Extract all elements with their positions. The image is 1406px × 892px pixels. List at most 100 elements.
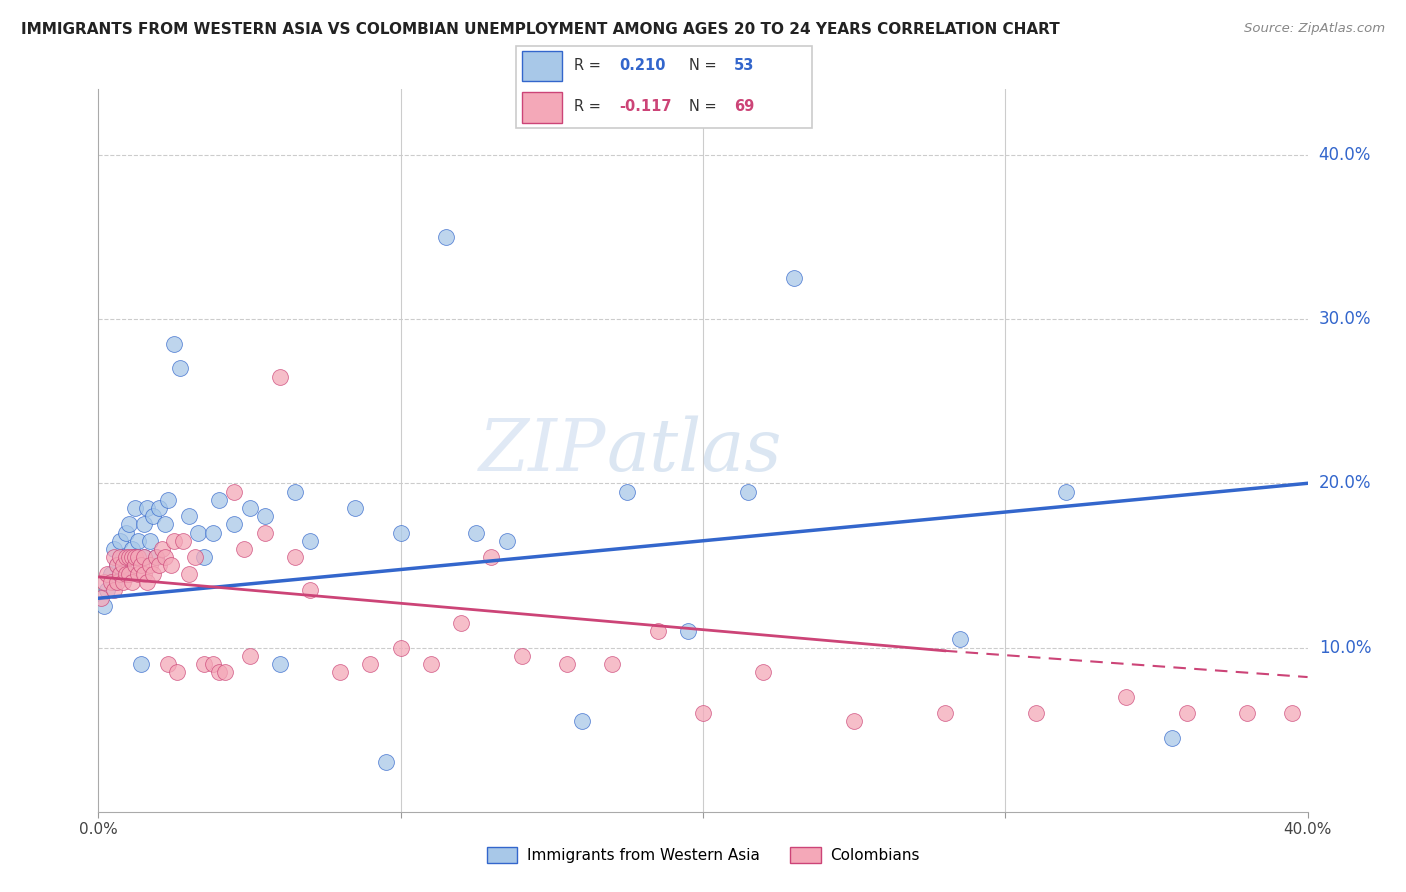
Point	[105, 558, 128, 573]
Text: 0.210: 0.210	[619, 58, 665, 73]
Point	[93, 574, 115, 589]
Point	[253, 509, 276, 524]
Y-axis label: Unemployment Among Ages 20 to 24 years: Unemployment Among Ages 20 to 24 years	[0, 283, 7, 618]
Point	[844, 714, 866, 729]
Point	[103, 541, 125, 556]
Point	[692, 706, 714, 721]
Text: ZIP: ZIP	[479, 415, 606, 486]
Point	[100, 574, 122, 589]
Point	[156, 492, 179, 507]
Point	[105, 558, 128, 573]
Point	[193, 550, 215, 565]
Point	[269, 369, 291, 384]
Point	[555, 657, 578, 671]
Point	[148, 558, 170, 573]
Point	[1236, 706, 1258, 721]
Point	[114, 550, 136, 565]
Point	[153, 550, 176, 565]
Point	[142, 566, 165, 581]
Point	[172, 533, 194, 548]
Point	[602, 657, 624, 671]
FancyBboxPatch shape	[522, 51, 561, 81]
Text: IMMIGRANTS FROM WESTERN ASIA VS COLOMBIAN UNEMPLOYMENT AMONG AGES 20 TO 24 YEARS: IMMIGRANTS FROM WESTERN ASIA VS COLOMBIA…	[21, 22, 1060, 37]
Point	[1175, 706, 1198, 721]
Point	[208, 492, 231, 507]
Point	[676, 624, 699, 639]
Point	[100, 566, 122, 581]
Point	[96, 566, 118, 581]
Point	[139, 533, 162, 548]
Point	[121, 574, 143, 589]
Point	[299, 533, 322, 548]
Text: 69: 69	[734, 99, 754, 114]
Point	[179, 566, 201, 581]
Point	[465, 525, 488, 540]
Point	[135, 500, 157, 515]
Text: 53: 53	[734, 58, 754, 73]
Point	[224, 484, 246, 499]
Point	[783, 271, 806, 285]
Point	[132, 517, 155, 532]
Point	[121, 550, 143, 565]
Point	[420, 657, 443, 671]
Point	[647, 624, 669, 639]
Point	[269, 657, 291, 671]
Point	[114, 525, 136, 540]
Point	[118, 566, 141, 581]
Point	[118, 517, 141, 532]
Point	[118, 550, 141, 565]
Text: -0.117: -0.117	[619, 99, 672, 114]
Point	[450, 615, 472, 630]
Point	[934, 706, 956, 721]
Text: N =: N =	[689, 99, 721, 114]
Point	[124, 550, 146, 565]
Point	[114, 566, 136, 581]
Point	[202, 657, 225, 671]
Point	[111, 574, 134, 589]
Point	[145, 550, 167, 565]
Point	[108, 566, 131, 581]
Point	[193, 657, 215, 671]
Point	[118, 566, 141, 581]
Point	[132, 550, 155, 565]
Point	[103, 582, 125, 597]
Point	[127, 533, 149, 548]
Point	[105, 574, 128, 589]
Point	[148, 500, 170, 515]
Point	[187, 525, 209, 540]
Point	[129, 558, 152, 573]
Point	[145, 550, 167, 565]
Point	[142, 509, 165, 524]
Text: 30.0%: 30.0%	[1319, 310, 1371, 328]
Point	[129, 657, 152, 671]
Point	[169, 361, 191, 376]
Point	[184, 550, 207, 565]
Point	[737, 484, 759, 499]
Point	[616, 484, 638, 499]
Point	[239, 500, 262, 515]
Point	[108, 566, 131, 581]
Point	[202, 525, 225, 540]
Point	[103, 574, 125, 589]
Point	[163, 533, 186, 548]
Point	[124, 550, 146, 565]
Point	[121, 541, 143, 556]
Point	[434, 230, 457, 244]
Point	[111, 550, 134, 565]
Point	[90, 591, 112, 606]
Point	[150, 541, 173, 556]
Point	[208, 665, 231, 680]
FancyBboxPatch shape	[522, 92, 561, 122]
Point	[96, 582, 118, 597]
Text: R =: R =	[574, 99, 605, 114]
Point	[329, 665, 352, 680]
Point	[132, 550, 155, 565]
Point	[1281, 706, 1303, 721]
Point	[495, 533, 517, 548]
Point	[1115, 690, 1137, 704]
Point	[284, 550, 307, 565]
Point	[481, 550, 503, 565]
Point	[752, 665, 775, 680]
Point	[1160, 731, 1182, 745]
Point	[139, 558, 162, 573]
